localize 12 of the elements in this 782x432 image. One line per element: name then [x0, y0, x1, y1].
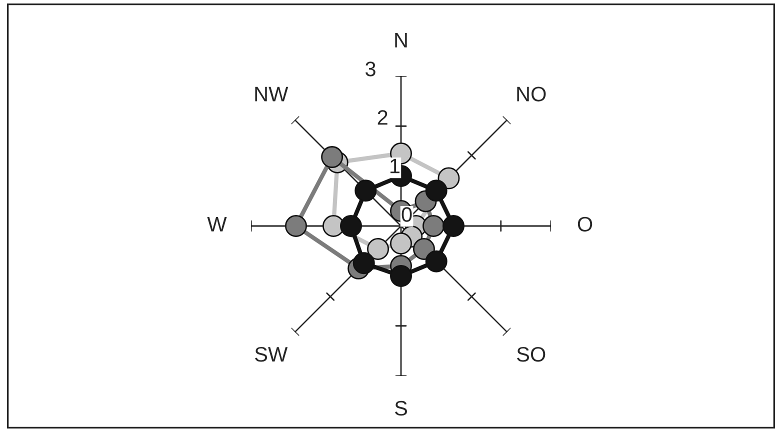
y-tick-label: 0 [402, 207, 412, 222]
spoke-label: NW [255, 86, 288, 102]
spoke-label: W [207, 217, 227, 232]
spoke-label: NO [517, 86, 546, 102]
spoke-label: S [395, 400, 407, 416]
spoke-label: SW [255, 346, 288, 362]
spoke-label: SO [517, 346, 546, 362]
y-tick-label: 1 [390, 158, 400, 174]
y-tick-label: 2 [378, 110, 388, 125]
spoke-label: N [395, 33, 407, 48]
y-tick-label: 3 [366, 62, 376, 76]
spoke-label: O [578, 216, 592, 232]
